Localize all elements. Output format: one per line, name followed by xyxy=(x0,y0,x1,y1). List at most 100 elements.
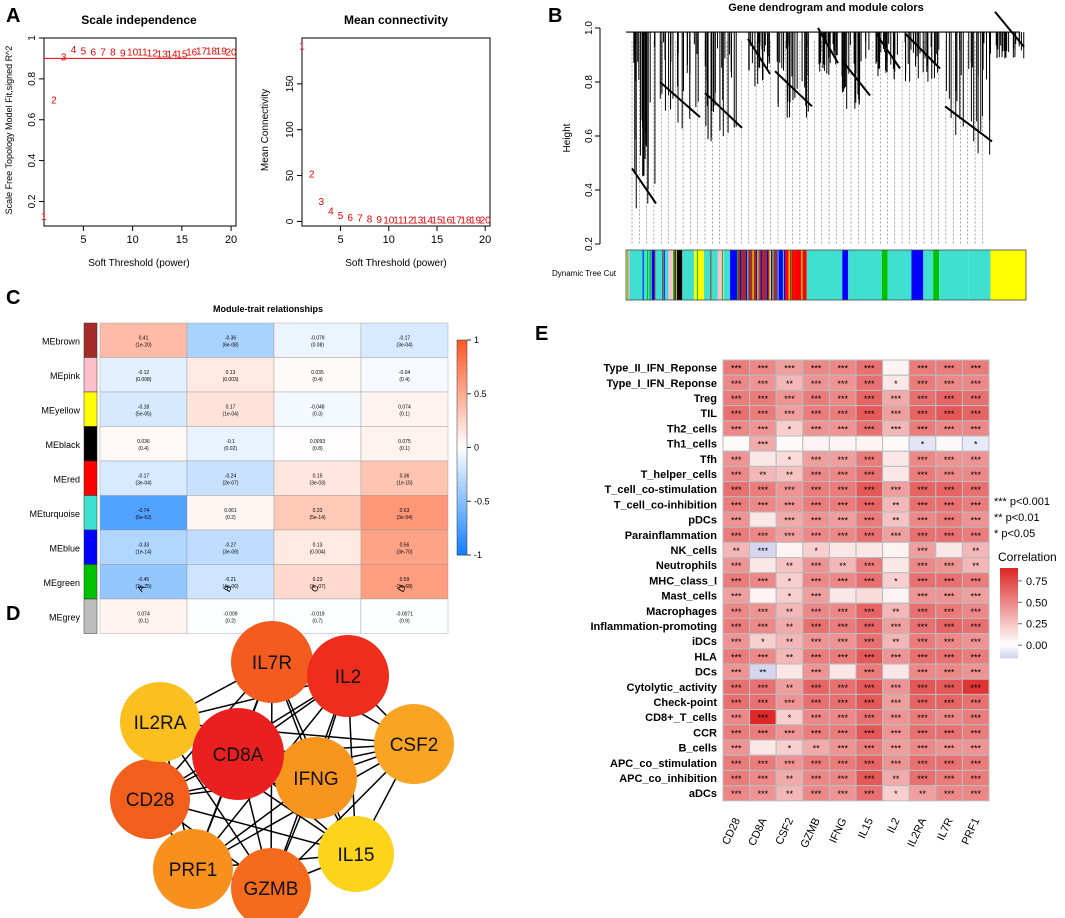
e-col-label: CD8A xyxy=(746,816,770,848)
e-cell-stars: *** xyxy=(784,485,795,495)
d-gene-node xyxy=(153,829,233,909)
e-cell-stars: * xyxy=(814,546,818,556)
e-cell-stars: *** xyxy=(784,531,795,541)
c-row-label: MEblack xyxy=(45,440,80,450)
e-cell-stars: *** xyxy=(944,744,955,754)
e-cell-stars: *** xyxy=(917,531,928,541)
c-cell xyxy=(360,426,449,462)
c-cell-pvalue: (0.2) xyxy=(225,618,236,624)
e-row-label: Th1_cells xyxy=(667,439,717,451)
e-cell-stars: *** xyxy=(864,607,875,617)
d-gene-node xyxy=(192,708,284,800)
e-cell-stars: *** xyxy=(944,683,955,693)
c-scale-step xyxy=(457,524,467,530)
a2-point-label: 7 xyxy=(357,214,363,225)
e-cell-stars: *** xyxy=(917,759,928,769)
c-scale-step xyxy=(457,464,467,470)
e-cell-stars: *** xyxy=(944,592,955,602)
b-module-color-segment xyxy=(881,250,888,300)
d-gene-label: CSF2 xyxy=(390,735,439,756)
e-legend-step xyxy=(1000,622,1018,625)
c-col-label: D xyxy=(396,583,408,594)
e-cell xyxy=(828,541,857,559)
c-cell xyxy=(360,529,449,565)
d-gene-label: IL2 xyxy=(335,667,361,688)
c-row-label: MEred xyxy=(53,474,80,484)
e-legend-step xyxy=(1000,620,1018,623)
e-cell-stars: *** xyxy=(944,789,955,799)
e-cell xyxy=(828,663,857,680)
e-cell-stars: *** xyxy=(891,728,902,738)
e-legend-step xyxy=(1000,578,1018,581)
e-cell-stars: *** xyxy=(917,546,928,556)
e-cell-stars: *** xyxy=(811,561,822,571)
immune-correlation-heatmap: *** p<0.001 ** p<0.01 * p<0.05 Correlati… xyxy=(591,359,1057,850)
e-cell-stars: *** xyxy=(917,607,928,617)
e-cell-stars: *** xyxy=(758,683,769,693)
e-cell-stars: *** xyxy=(837,455,848,465)
c-cell xyxy=(360,598,449,634)
e-cell-stars: *** xyxy=(970,637,981,647)
c-scale-step xyxy=(457,469,467,474)
c-cell-value: -0.12 xyxy=(138,370,150,376)
e-cell-stars: *** xyxy=(837,713,848,723)
e-cell-stars: * xyxy=(894,789,898,799)
b-module-color-segment xyxy=(723,250,730,300)
e-cell-stars: *** xyxy=(917,364,928,374)
e-cell-stars: *** xyxy=(731,455,742,465)
d-gene-label: IFNG xyxy=(293,769,338,790)
c-scale-step xyxy=(457,374,467,380)
b-module-color-segment xyxy=(626,250,630,300)
e-legend-step xyxy=(1000,628,1018,631)
e-cell-stars: *** xyxy=(758,409,769,419)
e-cell-stars: *** xyxy=(811,394,822,404)
e-cell-stars: *** xyxy=(811,774,822,784)
e-cell-stars: *** xyxy=(731,759,742,769)
c-cell-pvalue: (1e-20) xyxy=(135,342,151,348)
e-cell-stars: *** xyxy=(864,698,875,708)
e-cell-stars: *** xyxy=(731,394,742,404)
e-cell-stars: * xyxy=(974,440,978,450)
e-cell-stars: *** xyxy=(837,379,848,389)
e-cell-stars: *** xyxy=(864,668,875,678)
e-legend-step xyxy=(1000,636,1018,639)
d-gene-node xyxy=(318,816,394,892)
c-cell-value: -0.24 xyxy=(225,473,237,479)
e-row-label: aDCs xyxy=(689,788,717,800)
b-module-color-segment xyxy=(806,250,843,300)
b-module-color-segment xyxy=(737,250,760,300)
e-cell-stars: *** xyxy=(864,683,875,693)
e-cell-stars: *** xyxy=(837,470,848,480)
e-legend-step xyxy=(1000,656,1018,659)
c-scale-step xyxy=(457,404,467,410)
c-title: Module-trait relationships xyxy=(213,304,323,314)
d-gene-label: IL15 xyxy=(338,845,375,866)
c-cell-pvalue: (0.3) xyxy=(312,411,323,417)
e-legend-step xyxy=(1000,572,1018,575)
c-cell xyxy=(186,564,275,600)
c-scale-step xyxy=(457,481,467,487)
e-cell xyxy=(855,587,884,604)
e-cell-stars: *** xyxy=(917,561,928,571)
c-scale-step xyxy=(457,365,467,371)
e-sig-legend-3: * p<0.05 xyxy=(994,528,1035,540)
c-cell-pvalue: (0.004) xyxy=(310,549,326,555)
d-gene-node xyxy=(275,737,357,819)
e-cell-stars: *** xyxy=(944,576,955,586)
a2-point-label: 18 xyxy=(460,216,472,227)
b-colorbar-frame xyxy=(625,249,1027,301)
c-cell xyxy=(99,529,188,565)
e-row-label: Macrophages xyxy=(646,606,717,618)
e-cell-stars: * xyxy=(894,379,898,389)
c-scale-step xyxy=(457,477,467,483)
e-cell-stars: *** xyxy=(944,728,955,738)
e-legend-step xyxy=(1000,568,1018,571)
a2-point-label: 19 xyxy=(470,216,482,227)
c-cell-pvalue: (4e-06) xyxy=(222,584,238,590)
e-cell-stars: *** xyxy=(731,500,742,510)
e-cell-stars: *** xyxy=(970,424,981,434)
e-cell-stars: *** xyxy=(970,516,981,526)
e-cell xyxy=(749,450,777,467)
c-cell-value: 0.41 xyxy=(139,335,149,341)
